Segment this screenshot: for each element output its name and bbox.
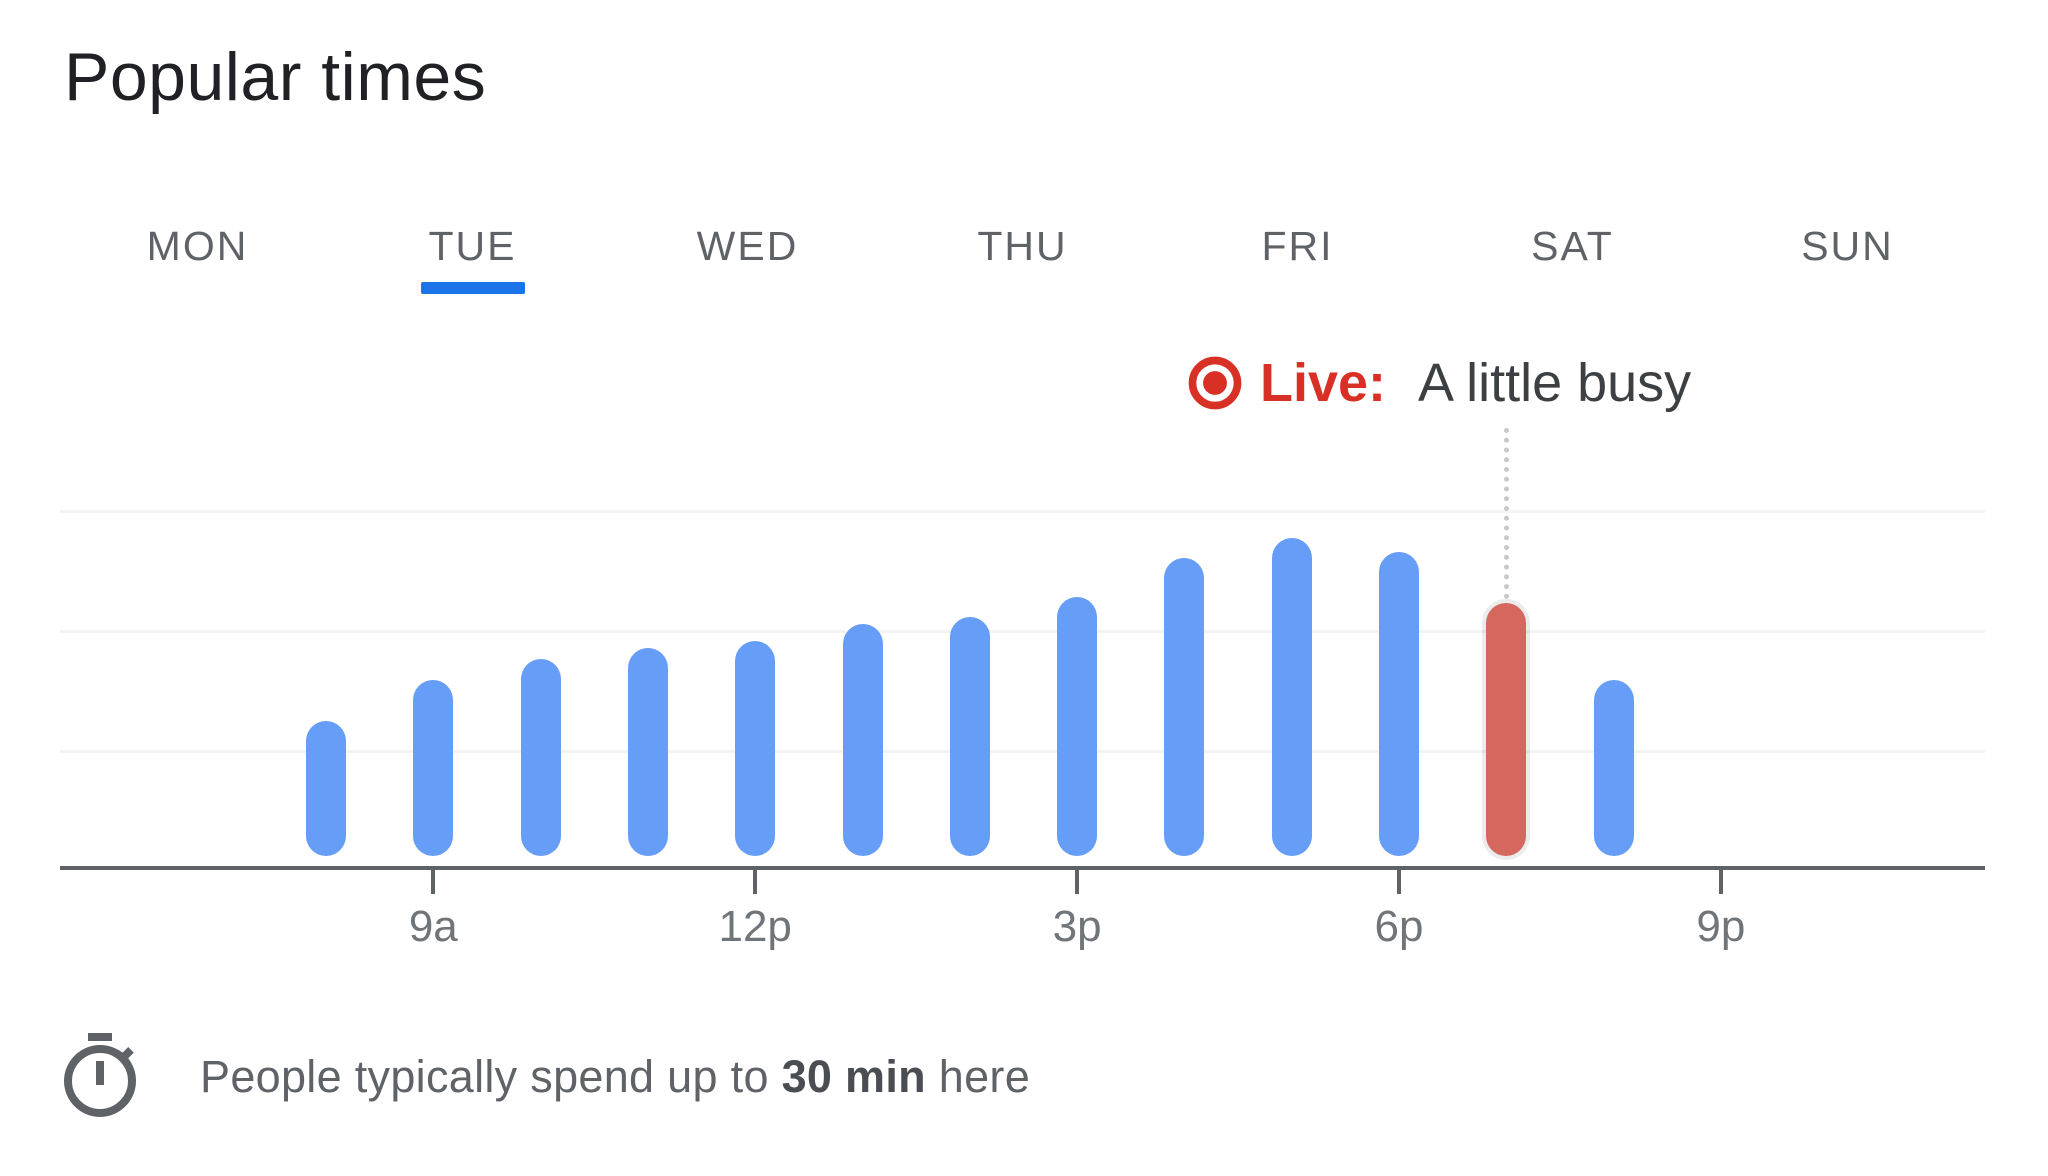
day-tab-label: MON <box>146 223 249 269</box>
live-status-indicator: Live: A little busy <box>1188 352 1691 414</box>
x-axis-label-12p: 12p <box>718 902 792 951</box>
x-axis-label-9p: 9p <box>1696 902 1746 951</box>
busyness-bar-8p[interactable] <box>1593 679 1634 856</box>
x-axis-line <box>60 866 1985 870</box>
day-tab-wed[interactable]: WED <box>683 222 813 300</box>
x-axis-tick-3p <box>1075 866 1080 894</box>
day-tab-thu[interactable]: THU <box>958 222 1088 300</box>
busyness-bar-9a[interactable] <box>413 679 454 856</box>
page-title: Popular times <box>64 39 487 115</box>
live-indicator-dotted-line <box>1503 428 1509 600</box>
busyness-bar-7p-live[interactable] <box>1486 603 1527 856</box>
dwell-time-suffix: here <box>938 1051 1031 1102</box>
busyness-bar-5p[interactable] <box>1271 537 1312 856</box>
day-tab-label: THU <box>977 223 1068 269</box>
day-tabs: MON TUE WED THU FRI SAT SUN <box>60 222 1985 302</box>
day-tab-label: FRI <box>1261 223 1334 269</box>
day-tab-label: WED <box>696 223 799 269</box>
dwell-time-prefix: People typically spend up to <box>200 1051 769 1102</box>
day-tab-fri[interactable]: FRI <box>1233 222 1363 300</box>
dwell-time-text: People typically spend up to 30 min here <box>200 1051 1030 1103</box>
busyness-bar-4p[interactable] <box>1164 558 1205 856</box>
day-tab-label: SAT <box>1531 223 1614 269</box>
day-tab-mon[interactable]: MON <box>133 222 263 300</box>
x-axis-tick-12p <box>753 866 758 894</box>
chart-gridline-3 <box>60 750 1985 753</box>
busyness-bar-1p[interactable] <box>842 624 883 856</box>
live-status-text: A little busy <box>1418 353 1692 413</box>
chart-gridline-1 <box>60 510 1985 513</box>
busyness-bar-3p[interactable] <box>1057 596 1098 856</box>
day-tab-tue[interactable]: TUE <box>408 222 538 300</box>
x-axis-label-3p: 3p <box>1052 902 1102 951</box>
day-tab-sat[interactable]: SAT <box>1508 222 1638 300</box>
busyness-bar-12p[interactable] <box>735 641 776 856</box>
busyness-bar-8a[interactable] <box>306 721 346 856</box>
x-axis-label-6p: 6p <box>1374 902 1424 951</box>
live-dot-icon <box>1188 356 1242 410</box>
busyness-bar-11a[interactable] <box>627 648 668 856</box>
day-tab-label: SUN <box>1801 223 1894 269</box>
busyness-bar-10a[interactable] <box>520 658 561 856</box>
dwell-time-duration: 30 min <box>781 1051 926 1102</box>
day-tab-sun[interactable]: SUN <box>1783 222 1913 300</box>
x-axis-tick-9a <box>431 866 436 894</box>
busyness-bar-6p[interactable] <box>1379 551 1419 856</box>
busyness-bar-2p[interactable] <box>949 617 990 856</box>
x-axis-tick-6p <box>1397 866 1401 894</box>
dwell-time-info: People typically spend up to 30 min here <box>52 1012 1030 1142</box>
day-tab-label: TUE <box>428 223 517 269</box>
x-axis-label-9a: 9a <box>408 902 458 951</box>
stopwatch-icon <box>52 1029 148 1125</box>
chart-gridline-2 <box>60 630 1985 633</box>
live-label: Live: <box>1260 353 1387 413</box>
active-day-underline <box>420 282 525 294</box>
x-axis-tick-9p <box>1718 866 1723 894</box>
